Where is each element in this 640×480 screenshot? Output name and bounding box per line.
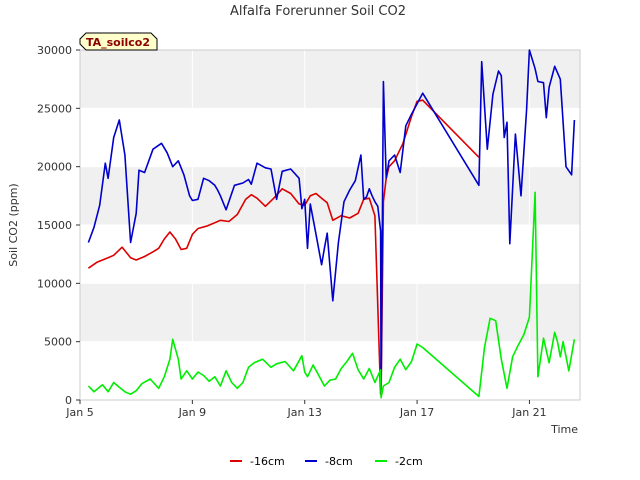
x-axis-ticks: Jan 5 Jan 9 Jan 13 Jan 17 Jan 21 xyxy=(65,400,547,419)
background-band xyxy=(80,166,580,225)
legend-item: -8cm xyxy=(305,455,353,468)
legend-label: -16cm xyxy=(250,455,285,468)
badge: TA_soilco2 xyxy=(79,32,158,51)
y-tick-label: 20000 xyxy=(37,161,72,174)
y-axis-label: Soil CO2 (ppm) xyxy=(7,183,20,266)
y-tick-label: 25000 xyxy=(37,102,72,115)
x-tick-label: Jan 5 xyxy=(65,406,93,419)
badge-label: TA_soilco2 xyxy=(86,36,150,49)
y-tick-label: 0 xyxy=(65,394,72,407)
chart-title: Alfalfa Forerunner Soil CO2 xyxy=(230,4,406,19)
legend: -16cm -8cm -2cm xyxy=(230,455,423,468)
x-tick-label: Jan 17 xyxy=(399,406,434,419)
x-tick-label: Jan 9 xyxy=(178,406,206,419)
y-tick-label: 30000 xyxy=(37,44,72,57)
series-line-minus-2cm xyxy=(87,191,576,399)
legend-item: -2cm xyxy=(375,455,423,468)
y-tick-label: 10000 xyxy=(37,277,72,290)
series-layer xyxy=(87,49,576,399)
legend-label: -2cm xyxy=(395,455,423,468)
series-line-minus-16cm xyxy=(87,99,480,396)
y-tick-label: 15000 xyxy=(37,219,72,232)
series-line-minus-8cm xyxy=(87,49,576,396)
y-axis-ticks: 0 5000 10000 15000 20000 25000 30000 xyxy=(37,44,80,407)
badge-box xyxy=(79,32,158,51)
background-band xyxy=(80,283,580,342)
x-tick-label: Jan 13 xyxy=(286,406,321,419)
legend-item: -16cm xyxy=(230,455,285,468)
y-tick-label: 5000 xyxy=(44,336,72,349)
x-axis-label: Time xyxy=(550,423,578,436)
background-band xyxy=(80,50,580,109)
background-bands xyxy=(80,50,580,342)
x-tick-label: Jan 21 xyxy=(511,406,546,419)
legend-label: -8cm xyxy=(325,455,353,468)
